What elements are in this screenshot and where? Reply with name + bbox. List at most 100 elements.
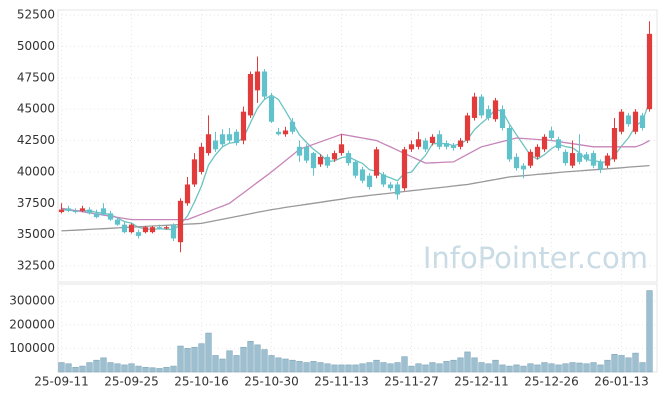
volume-panel xyxy=(57,283,658,373)
volume-bar xyxy=(142,366,149,373)
y-tick-label: 42500 xyxy=(17,133,55,147)
candle-body xyxy=(72,210,79,213)
candle-body xyxy=(611,127,618,160)
volume-bar xyxy=(387,363,394,373)
volume-bar xyxy=(583,363,590,373)
candle-body xyxy=(625,115,632,125)
candle-body xyxy=(128,224,135,233)
candle-body xyxy=(478,96,485,116)
candle-body xyxy=(422,140,429,150)
x-tick-label: 25-09-11 xyxy=(34,375,88,389)
candle-body xyxy=(331,153,338,160)
volume-bar xyxy=(597,364,604,373)
x-tick-label: 25-09-25 xyxy=(104,375,158,389)
y-tick-label: 35000 xyxy=(17,227,55,241)
volume-bar xyxy=(240,346,247,373)
x-tick-label: 25-10-30 xyxy=(244,375,298,389)
volume-bar xyxy=(317,362,324,373)
y-tick-label: 32500 xyxy=(17,259,55,273)
volume-bar xyxy=(58,362,65,373)
volume-bar xyxy=(562,363,569,373)
volume-bar xyxy=(247,341,254,373)
volume-bar xyxy=(219,358,226,373)
volume-bar xyxy=(527,363,534,373)
candle-body xyxy=(415,139,422,147)
volume-bar xyxy=(100,357,107,373)
candle-body xyxy=(513,156,520,169)
volume-bar xyxy=(338,364,345,373)
candle-body xyxy=(457,140,464,147)
volume-bar xyxy=(380,362,387,373)
volume-bar xyxy=(324,363,331,373)
volume-bar xyxy=(604,359,611,373)
volume-bar xyxy=(499,364,506,373)
x-tick-label: 25-10-16 xyxy=(174,375,228,389)
candle-body xyxy=(387,184,394,189)
y-tick-label: 45000 xyxy=(17,102,55,116)
candle-body xyxy=(499,109,506,128)
volume-bar xyxy=(569,362,576,373)
candle-body xyxy=(135,232,142,236)
candle-body xyxy=(198,146,205,172)
candle-body xyxy=(646,33,653,110)
volume-bar xyxy=(345,364,352,373)
volume-bar xyxy=(457,357,464,373)
candle-body xyxy=(436,134,443,147)
candle-body xyxy=(212,140,219,150)
candle-body xyxy=(233,131,240,144)
volume-bar xyxy=(513,364,520,373)
y-tick-label: 52500 xyxy=(17,8,55,22)
volume-bar xyxy=(646,290,653,373)
volume-bar xyxy=(450,359,457,373)
candle-body xyxy=(352,161,359,176)
candle-body xyxy=(58,209,65,213)
volume-bar xyxy=(485,363,492,373)
volume-bar xyxy=(471,357,478,373)
price-panel xyxy=(57,9,658,283)
volume-bar xyxy=(93,359,100,373)
candle-body xyxy=(86,209,93,214)
candle-body xyxy=(79,208,86,211)
volume-bar xyxy=(611,354,618,373)
candle-body xyxy=(373,149,380,176)
candle-body xyxy=(65,208,72,211)
volume-bar xyxy=(576,362,583,373)
candle-body xyxy=(317,156,324,165)
volume-bar xyxy=(422,364,429,373)
candle-body xyxy=(394,184,401,195)
volume-bar xyxy=(233,355,240,373)
candle-body xyxy=(121,224,128,233)
candle-body xyxy=(268,96,275,122)
volume-bar xyxy=(191,346,198,373)
volume-bar xyxy=(198,343,205,373)
candle-body xyxy=(464,115,471,141)
candle-body xyxy=(191,159,198,185)
candle-body xyxy=(93,213,100,218)
volume-bar xyxy=(359,363,366,373)
volume-bar xyxy=(156,368,163,373)
candle-body xyxy=(450,145,457,149)
candle-body xyxy=(142,227,149,233)
candle-body xyxy=(527,151,534,166)
volume-bar xyxy=(303,362,310,373)
volume-bar xyxy=(212,355,219,373)
volume-bar xyxy=(394,362,401,373)
candle-body xyxy=(240,111,247,141)
candle-body xyxy=(275,131,282,135)
volume-bar xyxy=(268,355,275,373)
candle-body xyxy=(226,134,233,141)
volume-bar xyxy=(436,363,443,373)
candle-body xyxy=(492,100,499,120)
y2-tick-label: 200000 xyxy=(9,317,55,331)
volume-bar xyxy=(408,365,415,373)
candle-body xyxy=(604,155,611,166)
candle-body xyxy=(107,213,114,220)
volume-bar xyxy=(478,362,485,373)
candle-body xyxy=(289,121,296,132)
candle-body xyxy=(170,224,177,239)
volume-bar xyxy=(261,349,268,373)
volume-bar xyxy=(128,363,135,373)
candle-body xyxy=(534,146,541,157)
candle-body xyxy=(282,130,289,135)
